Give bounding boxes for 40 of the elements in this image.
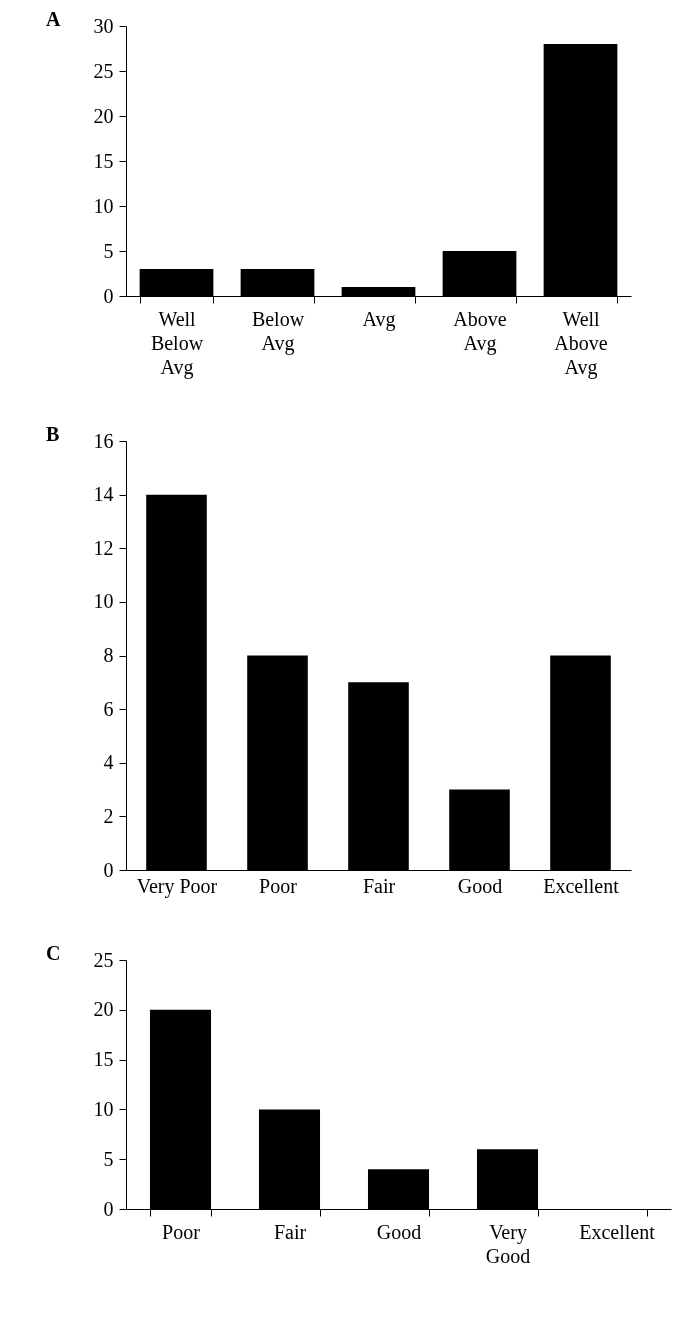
y-tick-label: 10 bbox=[93, 590, 114, 613]
y-tick-label: 5 bbox=[103, 1147, 114, 1170]
y-tick-label: 0 bbox=[103, 284, 114, 307]
x-tick-label: Excellent bbox=[579, 1220, 656, 1243]
y-tick-label: 2 bbox=[103, 804, 114, 827]
y-tick-label: 30 bbox=[93, 14, 114, 37]
y-tick-label: 8 bbox=[103, 644, 114, 666]
chart-title: C bbox=[46, 942, 61, 964]
x-tick-label: Excellent bbox=[543, 874, 620, 897]
x-tick-label: Avg bbox=[362, 307, 396, 331]
x-tick-label: Very Poor bbox=[136, 874, 218, 898]
y-tick-label: 0 bbox=[103, 858, 114, 881]
y-tick-label: 4 bbox=[103, 751, 114, 774]
chart-title: B bbox=[46, 423, 60, 445]
y-tick-label: 15 bbox=[93, 1048, 114, 1071]
y-tick-label: 20 bbox=[93, 998, 114, 1021]
x-tick-label: Poor bbox=[259, 874, 298, 897]
y-tick-label: 25 bbox=[93, 948, 114, 971]
chart-title: A bbox=[46, 8, 61, 30]
x-tick-label: Fair bbox=[362, 874, 396, 897]
x-tick-label: Good bbox=[457, 874, 503, 897]
x-tick-label: Above Avg bbox=[453, 307, 507, 355]
y-tick-label: 15 bbox=[93, 149, 114, 172]
y-tick-label: 10 bbox=[93, 194, 114, 217]
y-tick-label: 10 bbox=[93, 1097, 114, 1120]
y-tick-label: 12 bbox=[93, 536, 114, 559]
y-tick-label: 25 bbox=[93, 59, 114, 82]
y-tick-label: 6 bbox=[103, 697, 114, 720]
y-tick-label: 14 bbox=[93, 483, 114, 506]
y-tick-label: 0 bbox=[103, 1197, 114, 1220]
x-tick-label: Fair bbox=[273, 1220, 307, 1243]
x-tick-label: Well Below Avg bbox=[150, 307, 204, 379]
x-tick-label: Very Good bbox=[485, 1220, 531, 1267]
x-tick-label: Well Above Avg bbox=[554, 307, 608, 379]
x-tick-label: Poor bbox=[162, 1220, 201, 1243]
x-tick-label: Good bbox=[376, 1220, 422, 1243]
y-tick-label: 5 bbox=[103, 239, 114, 262]
x-tick-label: Below Avg bbox=[251, 307, 305, 355]
y-tick-label: 16 bbox=[93, 429, 114, 452]
y-tick-label: 20 bbox=[93, 104, 114, 127]
